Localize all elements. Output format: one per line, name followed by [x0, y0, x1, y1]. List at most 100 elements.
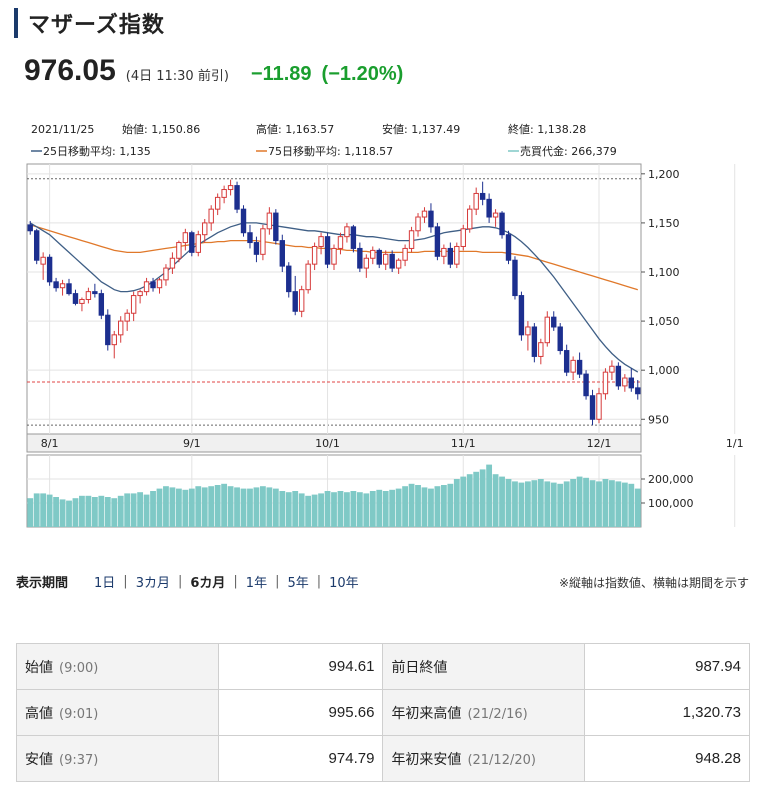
candle-body — [531, 326, 538, 357]
candle-body — [589, 395, 596, 420]
candle-body — [298, 289, 305, 312]
candle-body — [266, 212, 273, 230]
stat-label: 高値 (9:01) — [16, 689, 219, 736]
ma25-line — [29, 222, 639, 373]
period-10y[interactable]: 10年 — [329, 576, 359, 591]
volume-bar — [279, 491, 286, 527]
volume-bar — [634, 488, 641, 527]
period-5y[interactable]: 5年 — [287, 576, 309, 591]
candle-body — [370, 249, 376, 259]
volume-bar — [609, 480, 615, 527]
volume-bar — [576, 476, 583, 527]
volume-bar — [79, 495, 85, 527]
volume-bar — [531, 480, 538, 527]
date-tick-label: 8/1 — [41, 437, 59, 450]
period-1d[interactable]: 1日 — [94, 576, 116, 591]
volume-bar — [214, 485, 221, 527]
volume-bar — [163, 486, 169, 527]
volume-bar — [596, 481, 602, 527]
candle-body — [538, 342, 544, 357]
candle-body — [563, 350, 570, 373]
candle-body — [240, 208, 247, 234]
volume-bar — [208, 486, 215, 527]
price-change-percent: (−1.20%) — [321, 63, 404, 85]
candle-body — [59, 283, 66, 289]
stat-label: 前日終値 — [382, 643, 586, 690]
candle-body — [395, 259, 402, 269]
candle-body — [305, 263, 311, 291]
candle-body — [402, 247, 408, 261]
volume-bar — [227, 486, 234, 527]
candle-body — [163, 267, 169, 281]
candle-body — [247, 232, 253, 244]
volume-bar — [324, 491, 331, 527]
stat-value: 1,320.73 — [584, 689, 750, 736]
volume-bar — [505, 479, 512, 527]
date-tick-label: 9/1 — [183, 437, 201, 450]
candle-body — [66, 283, 72, 295]
candle-body — [214, 196, 221, 210]
volume-bar — [544, 481, 551, 527]
candle-body — [260, 228, 266, 255]
volume-bar — [402, 486, 409, 527]
volume-bar — [59, 499, 66, 527]
candle-body — [628, 377, 635, 389]
candle-body — [583, 373, 589, 397]
volume-bar — [311, 494, 318, 527]
period-3m[interactable]: 3カ月 — [135, 576, 170, 591]
chart-layer: 950 1,000 1,050 1,100 1,150 1,200 8/1 9/1 10/1 11… — [26, 163, 744, 528]
volume-bar — [602, 479, 609, 527]
candle-body — [72, 293, 79, 304]
volume-bar — [137, 492, 144, 527]
table-row: 始値 (9:00) 994.61 前日終値 987.94 — [16, 643, 750, 690]
volume-bar — [305, 495, 312, 527]
volume-bar — [550, 482, 557, 527]
candle-body — [479, 192, 486, 200]
volume-bar — [195, 486, 202, 527]
candle-body — [33, 230, 40, 261]
volume-bar — [376, 489, 383, 527]
volume-bar — [350, 491, 357, 527]
candle-body — [622, 377, 628, 387]
volume-bar — [85, 495, 92, 527]
volume-bar — [615, 481, 622, 527]
candle-body — [383, 253, 389, 265]
volume-bar — [382, 491, 389, 527]
period-separator: | — [275, 574, 280, 589]
candle-body — [253, 242, 260, 255]
candle-body — [344, 226, 350, 238]
volume-bar — [389, 489, 396, 527]
volume-bar — [33, 493, 40, 527]
candle-body — [447, 247, 454, 265]
info-date: 2021/11/25 — [31, 123, 94, 136]
candle-body — [460, 228, 466, 247]
stat-label: 年初来高値 (21/2/16) — [382, 689, 586, 736]
volume-bar — [537, 479, 544, 527]
volume-bar — [415, 485, 421, 527]
volume-bar — [363, 493, 370, 527]
volume-bar — [628, 483, 635, 527]
candle-body — [609, 365, 615, 373]
volume-bar — [621, 482, 628, 527]
volume-bar — [318, 493, 324, 527]
volume-bar — [143, 494, 150, 527]
price-row: 976.05 (4日 11:30 前引) −11.89 (−1.20%) — [24, 54, 403, 88]
period-6m[interactable]: 6カ月 — [190, 576, 226, 591]
current-price: 976.05 — [24, 54, 116, 87]
candle-body — [111, 334, 117, 346]
candle-body — [324, 236, 331, 265]
candle-body — [208, 208, 214, 224]
candle-body — [27, 224, 33, 232]
volume-bar — [369, 491, 376, 527]
date-axis-band — [26, 433, 642, 453]
volume-bar — [434, 486, 441, 527]
candle-body — [635, 387, 641, 395]
volume-tick-label: 100,000 — [648, 497, 694, 510]
volume-bar — [512, 481, 518, 527]
candle-body — [221, 189, 227, 198]
candle-body — [596, 393, 602, 420]
date-tick-label: 10/1 — [315, 437, 340, 450]
stat-value: 974.79 — [217, 735, 384, 782]
period-1y[interactable]: 1年 — [245, 576, 268, 591]
page-title-bar: マザーズ指数 — [14, 8, 165, 38]
